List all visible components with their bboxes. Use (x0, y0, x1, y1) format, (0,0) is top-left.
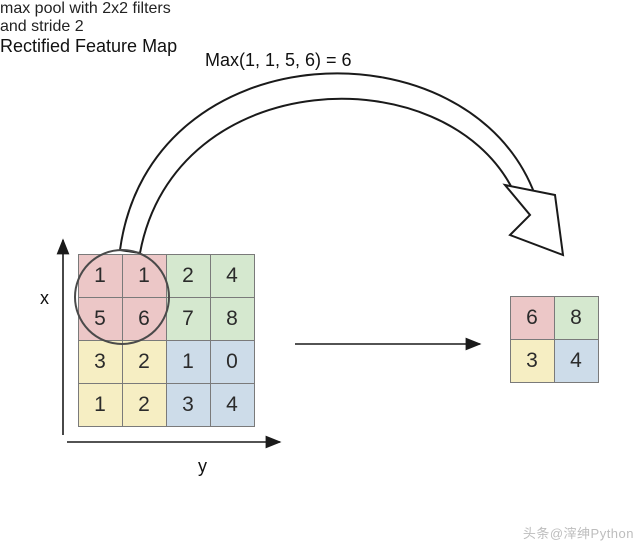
output-grid-cell: 3 (510, 339, 555, 383)
input-grid-cell: 3 (78, 340, 123, 384)
pool-description-line1: max pool with 2x2 filters (0, 0, 640, 18)
axis-y-label: y (198, 456, 207, 477)
input-grid-cell: 4 (210, 254, 255, 298)
output-pooled-map: 6834 (510, 296, 598, 382)
input-grid-cell: 3 (166, 383, 211, 427)
max-formula-label: Max(1, 1, 5, 6) = 6 (205, 50, 352, 71)
input-grid-cell: 1 (78, 383, 123, 427)
input-grid-cell: 1 (166, 340, 211, 384)
pool-window-highlight (74, 249, 170, 345)
input-grid-cell: 2 (122, 383, 167, 427)
output-grid-cell: 4 (554, 339, 599, 383)
output-grid-cell: 8 (554, 296, 599, 340)
pool-description: max pool with 2x2 filters and stride 2 (0, 0, 640, 36)
input-grid-cell: 7 (166, 297, 211, 341)
big-curved-arrow (120, 73, 563, 255)
axis-x-label: x (40, 288, 49, 309)
input-grid-cell: 2 (122, 340, 167, 384)
diagram-canvas: 1124567832101234 6834 Max(1, 1, 5, 6) = … (0, 0, 640, 546)
input-grid-cell: 0 (210, 340, 255, 384)
input-grid-cell: 8 (210, 297, 255, 341)
pool-description-line2: and stride 2 (0, 18, 640, 36)
watermark: 头条@滓绅Python (523, 523, 634, 542)
input-grid-cell: 2 (166, 254, 211, 298)
input-grid-cell: 4 (210, 383, 255, 427)
output-grid-cell: 6 (510, 296, 555, 340)
